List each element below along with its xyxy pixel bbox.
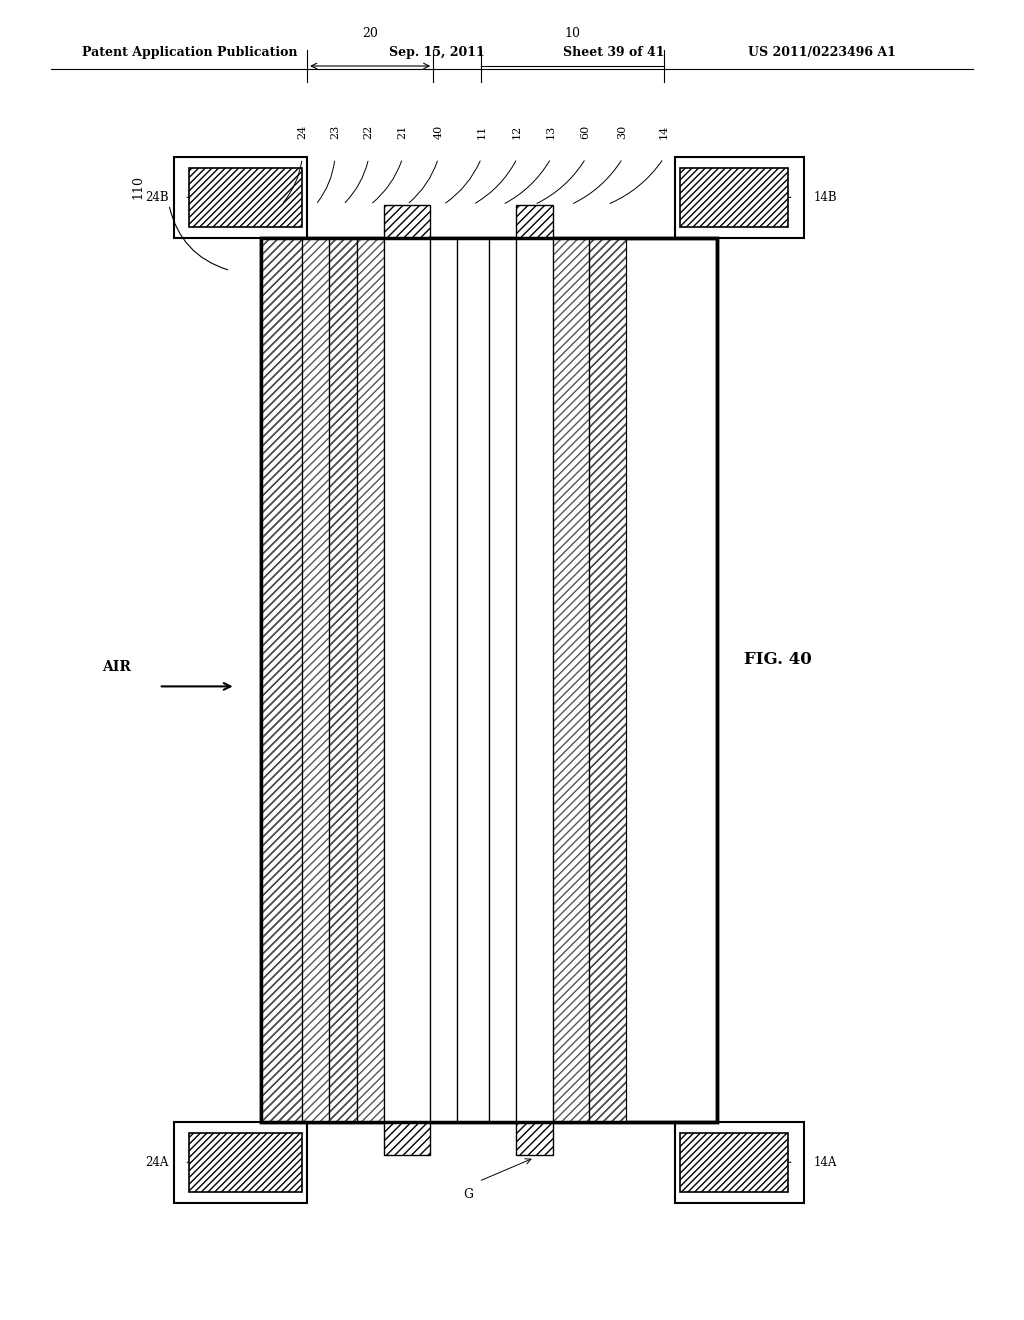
Text: AIR: AIR: [102, 660, 131, 673]
Text: US 2011/0223496 A1: US 2011/0223496 A1: [748, 46, 895, 59]
Text: 13: 13: [546, 124, 556, 139]
Bar: [680, 1133, 788, 1192]
Bar: [516, 1122, 553, 1155]
Text: 110: 110: [132, 176, 144, 199]
Text: Patent Application Publication: Patent Application Publication: [82, 46, 297, 59]
Text: FIG. 40: FIG. 40: [744, 652, 812, 668]
Bar: [457, 238, 489, 1122]
Text: 11: 11: [476, 124, 486, 139]
Bar: [261, 238, 717, 1122]
Text: 14: 14: [658, 124, 669, 139]
Bar: [675, 1122, 804, 1203]
Bar: [680, 168, 788, 227]
Bar: [174, 1122, 307, 1203]
Bar: [489, 238, 516, 1122]
Bar: [356, 238, 384, 1122]
Bar: [384, 1122, 430, 1155]
Bar: [589, 238, 626, 1122]
Text: 40: 40: [433, 124, 443, 139]
Bar: [516, 238, 553, 1122]
Text: 14A: 14A: [814, 1156, 838, 1168]
Text: 60: 60: [581, 124, 591, 139]
Text: 21: 21: [397, 124, 408, 139]
Bar: [189, 1133, 302, 1192]
Bar: [189, 168, 302, 227]
Text: 12: 12: [512, 124, 522, 139]
Bar: [553, 238, 626, 1122]
Bar: [675, 157, 804, 238]
Text: 24B: 24B: [145, 191, 169, 203]
Bar: [384, 205, 430, 238]
Text: 23: 23: [330, 124, 340, 139]
Bar: [261, 238, 717, 1122]
Text: 22: 22: [364, 124, 374, 139]
Text: Sep. 15, 2011: Sep. 15, 2011: [389, 46, 485, 59]
Bar: [261, 238, 384, 1122]
Text: 10: 10: [564, 26, 581, 40]
Text: 20: 20: [362, 26, 378, 40]
Bar: [174, 157, 307, 238]
Bar: [430, 238, 457, 1122]
Text: 24A: 24A: [145, 1156, 169, 1168]
Text: G: G: [464, 1188, 473, 1201]
Text: 14B: 14B: [814, 191, 838, 203]
Text: 24: 24: [297, 124, 307, 139]
Bar: [516, 205, 553, 238]
Text: 30: 30: [617, 124, 628, 139]
Bar: [330, 238, 356, 1122]
Bar: [384, 238, 430, 1122]
Bar: [302, 238, 330, 1122]
Text: Sheet 39 of 41: Sheet 39 of 41: [563, 46, 665, 59]
Bar: [553, 238, 589, 1122]
Bar: [261, 238, 302, 1122]
